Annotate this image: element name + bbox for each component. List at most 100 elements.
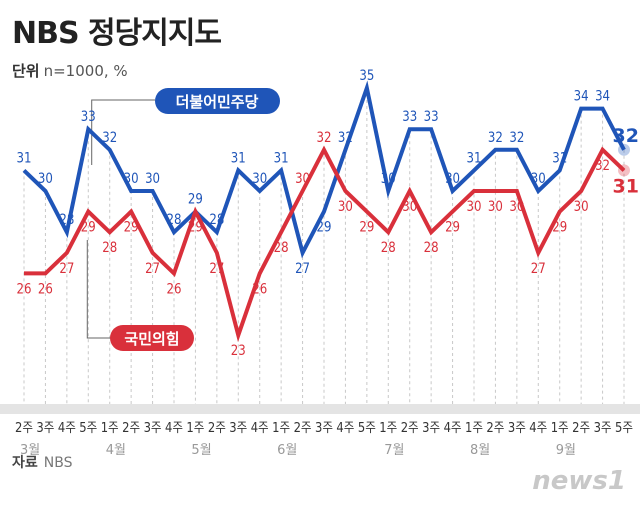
data-label: 30 — [402, 199, 417, 215]
data-label: 33 — [402, 109, 417, 125]
data-label: 29 — [359, 220, 374, 236]
series-line-0 — [22, 80, 626, 259]
x-tick-label: 3주 — [315, 421, 333, 436]
source-note: 자료 NBS — [12, 452, 72, 472]
x-tick-label: 3주 — [594, 421, 612, 436]
legend-leader-line — [86, 240, 112, 339]
data-label: 26 — [252, 281, 267, 297]
data-label: 32 — [613, 125, 639, 147]
data-label: 29 — [445, 220, 460, 236]
data-label: 32 — [595, 158, 610, 174]
x-tick-label: 1주 — [272, 421, 290, 436]
data-label: 34 — [595, 89, 610, 105]
data-label: 30 — [338, 199, 353, 215]
data-label: 30 — [124, 171, 139, 187]
data-label: 28 — [274, 240, 289, 256]
legend-label-ppp: 국민의힘 — [124, 330, 179, 348]
data-label: 29 — [81, 220, 96, 236]
data-label: 30 — [574, 199, 589, 215]
x-tick-label: 4주 — [336, 421, 354, 436]
data-label: 33 — [81, 109, 96, 125]
x-tick-label: 4주 — [165, 421, 183, 436]
data-label: 30 — [252, 171, 267, 187]
data-label: 31 — [552, 150, 567, 166]
x-tick-label: 4주 — [251, 421, 269, 436]
data-label: 31 — [467, 150, 482, 166]
unit-note: 단위 n=1000, % — [12, 60, 128, 81]
x-tick-label: 4주 — [529, 421, 547, 436]
data-label: 32 — [509, 130, 524, 146]
data-label: 30 — [295, 171, 310, 187]
source-value: NBS — [43, 455, 73, 471]
legend-label-democratic: 더불어민주당 — [176, 93, 259, 111]
data-label: 30 — [145, 171, 160, 187]
x-tick-label: 2주 — [572, 421, 590, 436]
data-label: 27 — [209, 261, 224, 277]
legend-badge-ppp — [110, 325, 194, 351]
data-label: 31 — [274, 150, 289, 166]
data-label: 28 — [424, 240, 439, 256]
month-label: 3월 — [20, 443, 40, 458]
x-tick-label: 3주 — [508, 421, 526, 436]
x-tick-label: 5주 — [615, 421, 633, 436]
x-tick-label: 1주 — [379, 421, 397, 436]
month-label: 6월 — [277, 443, 297, 458]
series-line-1 — [24, 145, 626, 343]
x-tick-label: 1주 — [551, 421, 569, 436]
month-label: 5월 — [191, 443, 211, 458]
x-tick-label: 2주 — [401, 421, 419, 436]
data-label: 29 — [124, 220, 139, 236]
data-label: 28 — [167, 212, 182, 228]
data-label: 30 — [488, 199, 503, 215]
data-label: 23 — [231, 343, 246, 359]
x-tick-label: 2주 — [294, 421, 312, 436]
data-label: 29 — [317, 220, 332, 236]
data-label: 30 — [38, 171, 53, 187]
data-label: 31 — [613, 175, 639, 197]
x-tick-label: 2주 — [486, 421, 504, 436]
unit-value: n=1000, % — [43, 62, 128, 80]
x-tick-label: 1주 — [101, 421, 119, 436]
unit-label: 단위 — [12, 62, 40, 80]
data-label: 27 — [59, 261, 74, 277]
x-tick-label: 3주 — [36, 421, 54, 436]
data-label: 30 — [381, 171, 396, 187]
x-tick-label: 2주 — [122, 421, 140, 436]
data-label: 28 — [209, 212, 224, 228]
x-tick-label: 2주 — [15, 421, 33, 436]
data-label: 32 — [338, 130, 353, 146]
data-label: 26 — [17, 281, 32, 297]
data-label: 30 — [509, 199, 524, 215]
data-label: 26 — [167, 281, 182, 297]
x-tick-label: 1주 — [465, 421, 483, 436]
data-label: 30 — [445, 171, 460, 187]
data-label: 33 — [424, 109, 439, 125]
x-tick-label: 2주 — [208, 421, 226, 436]
chart-title: NBS 정당지지도 — [12, 16, 222, 51]
x-tick-label: 3주 — [422, 421, 440, 436]
legend-leader-line — [91, 99, 155, 165]
end-marker — [618, 164, 630, 177]
legend-badge-democratic — [155, 88, 280, 114]
data-label: 29 — [188, 192, 203, 208]
data-label: 27 — [531, 261, 546, 277]
news1-logo: news1 — [532, 466, 626, 496]
data-label: 26 — [38, 281, 53, 297]
data-label: 32 — [102, 130, 117, 146]
data-label: 31 — [231, 150, 246, 166]
data-label: 29 — [552, 220, 567, 236]
data-label: 30 — [467, 199, 482, 215]
data-label: 28 — [102, 240, 117, 256]
data-label: 27 — [145, 261, 160, 277]
x-tick-label: 1주 — [186, 421, 204, 436]
x-tick-label: 3주 — [144, 421, 162, 436]
data-label: 29 — [188, 220, 203, 236]
data-label: 28 — [381, 240, 396, 256]
data-label: 31 — [17, 150, 32, 166]
month-label: 9월 — [556, 443, 576, 458]
x-tick-label: 4주 — [444, 421, 462, 436]
x-axis-band — [0, 404, 640, 414]
source-label: 자료 — [12, 455, 38, 471]
month-label: 7월 — [384, 443, 404, 458]
